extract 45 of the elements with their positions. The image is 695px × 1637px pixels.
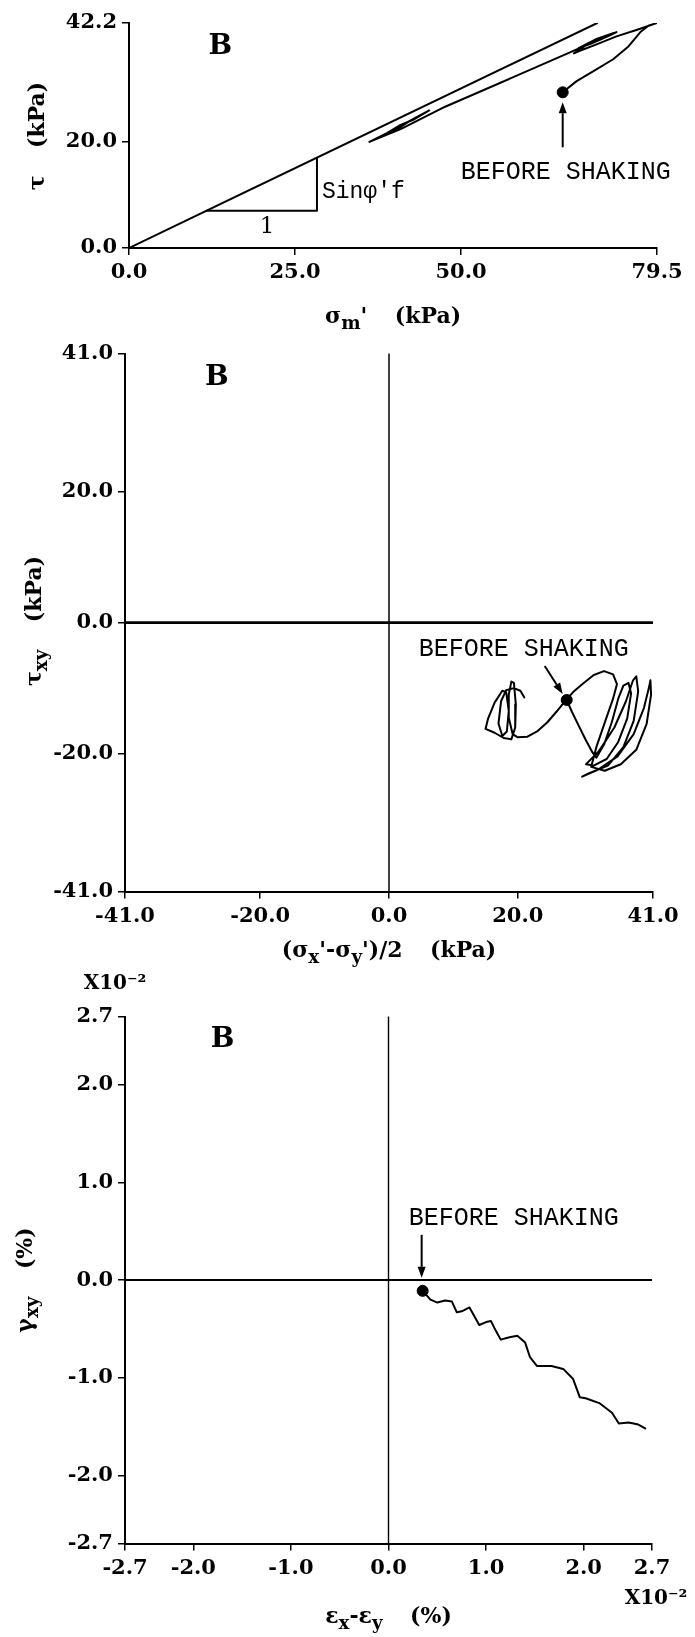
x-tick-label: 0.0 xyxy=(110,258,148,284)
y-tick-label: -41.0 xyxy=(53,876,113,902)
y-tick-label: 20.0 xyxy=(61,476,113,502)
x-tick-label: 2.0 xyxy=(565,1553,602,1579)
y-tick-label: 20.0 xyxy=(65,126,117,152)
x-tick-label: -2.7 xyxy=(102,1553,148,1579)
text: ε$_{x}$-ε$_{y}$ (%) xyxy=(325,1602,452,1633)
y-tick-label: -2.0 xyxy=(67,1460,113,1486)
text: X10⁻² xyxy=(624,1584,688,1609)
annotation: Sinφ'f xyxy=(321,178,405,205)
x-tick-label: -1.0 xyxy=(268,1553,314,1579)
annotation: BEFORE SHAKING xyxy=(460,157,671,187)
annotation: B xyxy=(205,358,229,392)
y-tick-label: 2.0 xyxy=(76,1070,113,1096)
annotation: BEFORE SHAKING xyxy=(418,634,629,664)
annotation: B xyxy=(208,28,233,62)
x-tick-label: 0.0 xyxy=(370,1553,407,1579)
annotation: BEFORE SHAKING xyxy=(408,1204,619,1234)
y-tick-label: -1.0 xyxy=(67,1363,113,1389)
x-axis-title: σ$_{m}$' (kPa) xyxy=(324,302,462,333)
annotation: B xyxy=(210,1020,235,1054)
x-tick-label: 2.7 xyxy=(633,1553,671,1579)
y-tick-label: -20.0 xyxy=(53,739,113,765)
x-tick-label: -20.0 xyxy=(230,901,291,927)
x-tick-label: 50.0 xyxy=(435,258,487,284)
x-tick-label: 41.0 xyxy=(627,901,679,927)
x-tick-label: -41.0 xyxy=(95,901,155,927)
y-tick-label: 2.7 xyxy=(76,1002,113,1028)
x-tick-label: 20.0 xyxy=(492,901,544,927)
x-axis-title: (σ$_{x}$'-σ$_{y}$')/2 (kPa) xyxy=(281,936,497,967)
y-tick-label: 0.0 xyxy=(80,233,117,259)
x-tick-label: 1.0 xyxy=(467,1553,505,1579)
y-tick-label: 1.0 xyxy=(76,1167,113,1193)
y-axis-title: τ (kPa) xyxy=(23,81,49,190)
x-tick-label: 0.0 xyxy=(370,901,408,927)
y-tick-label: 0.0 xyxy=(76,1265,113,1291)
y-tick-label: 41.0 xyxy=(61,339,113,365)
x-tick-label: -2.0 xyxy=(170,1553,216,1579)
annotation: 1 xyxy=(259,212,275,239)
y-tick-label: 0.0 xyxy=(76,608,113,633)
y-tick-label: 42.2 xyxy=(65,8,117,34)
y-tick-label: -2.7 xyxy=(67,1529,113,1555)
text: X10⁻² xyxy=(83,969,147,994)
x-tick-label: 79.5 xyxy=(631,258,683,284)
x-tick-label: 25.0 xyxy=(269,258,321,284)
